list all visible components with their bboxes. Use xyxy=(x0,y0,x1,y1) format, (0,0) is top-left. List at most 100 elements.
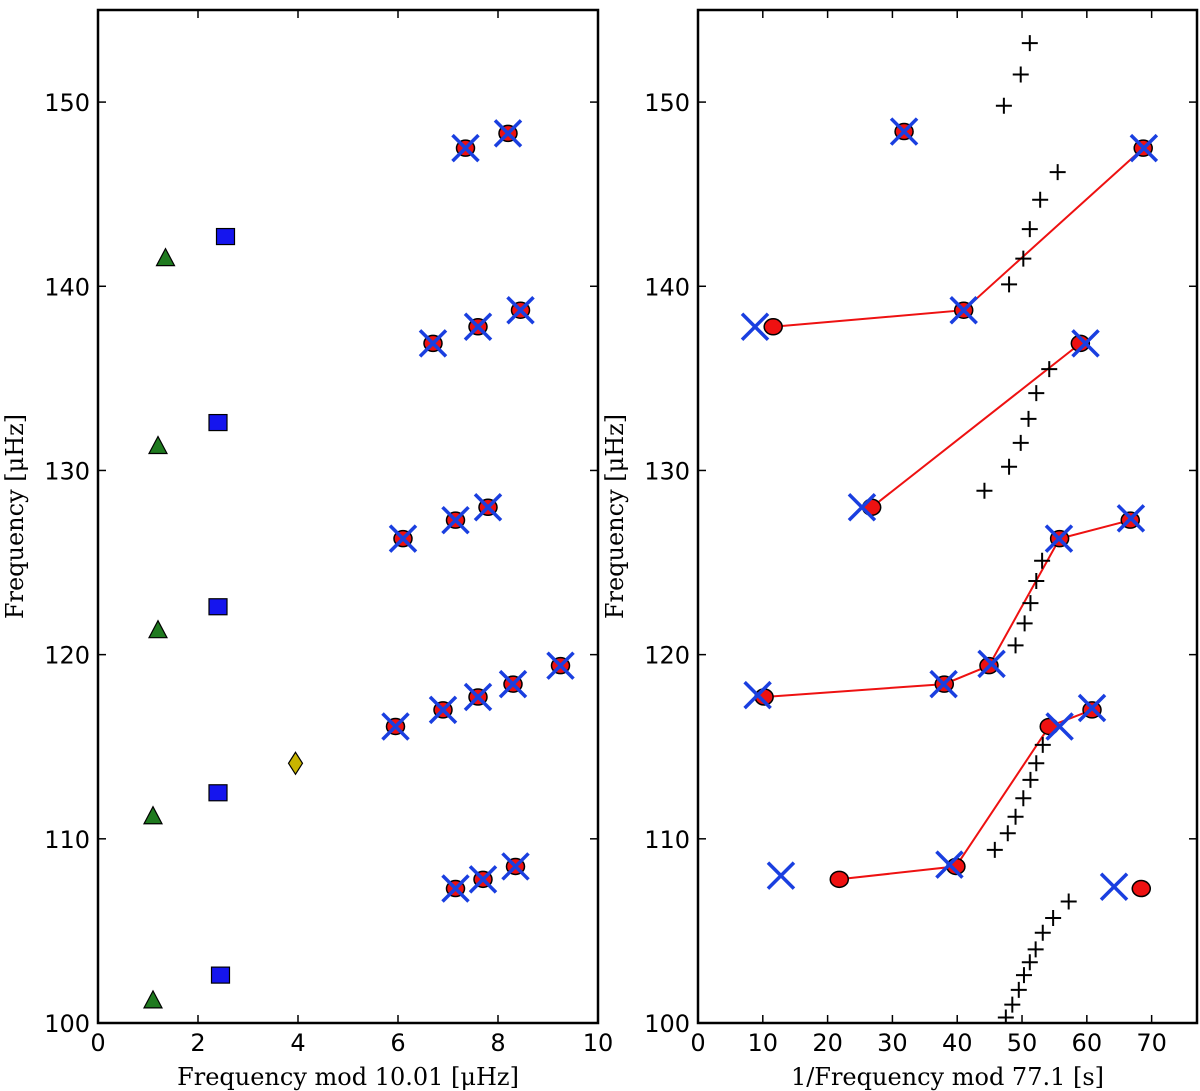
x-axis-label: Frequency mod 10.01 [μHz] xyxy=(177,1063,519,1091)
plus-point xyxy=(1034,924,1051,941)
right-panel: 0 10 20 30 40 50 60 70 100 110 120 130 140 150 1/Frequ… xyxy=(601,8,1199,1091)
y-tick-label: 130 xyxy=(44,457,90,485)
plus-point xyxy=(986,841,1003,858)
plus-point xyxy=(1021,35,1038,52)
blue-cross-point xyxy=(935,850,964,879)
plus-point xyxy=(1021,221,1038,238)
blue-cross-point xyxy=(506,295,535,325)
plus-point xyxy=(1012,434,1029,451)
y-tick-label: 120 xyxy=(644,642,690,670)
plus-point xyxy=(1034,736,1051,753)
x-tick-label: 2 xyxy=(190,1029,205,1057)
blue-cross-point xyxy=(463,312,493,342)
plus-point xyxy=(1016,615,1033,632)
plus-point xyxy=(999,825,1016,842)
plus-point xyxy=(976,482,993,499)
plus-point xyxy=(1028,572,1045,589)
blue-cross-point xyxy=(493,119,523,148)
plus-point xyxy=(1022,595,1039,612)
plot-frame xyxy=(696,8,1199,1025)
x-tick-label: 10 xyxy=(748,1029,779,1057)
blue-cross-point xyxy=(546,651,575,680)
x-tick-label: 70 xyxy=(1136,1029,1167,1057)
red-line-segment xyxy=(773,147,1144,328)
green-triangle-point xyxy=(148,619,168,639)
plus-point xyxy=(1028,385,1045,402)
x-tick-label: 4 xyxy=(290,1029,305,1057)
plus-point xyxy=(1015,790,1032,807)
blue-cross-point xyxy=(1099,872,1129,901)
x-tick-label: 8 xyxy=(490,1029,505,1057)
plus-point xyxy=(1041,361,1058,378)
red-circle-point xyxy=(763,318,783,336)
y-tick-label: 110 xyxy=(44,826,90,854)
plus-point xyxy=(997,1009,1014,1023)
blue-cross-point xyxy=(740,312,770,342)
blue-cross-point xyxy=(1045,712,1074,741)
y-axis-label: Frequency [μHz] xyxy=(1,414,29,619)
plot-frame xyxy=(96,8,600,1025)
y-axis-label: Frequency [μHz] xyxy=(601,414,629,619)
blue-cross-point xyxy=(428,695,458,725)
x-tick-label: 6 xyxy=(390,1029,405,1057)
plus-point xyxy=(1007,808,1024,825)
blue-cross-point xyxy=(468,865,498,894)
plus-point xyxy=(1027,941,1044,958)
blue-square-point xyxy=(215,227,236,246)
blue-square-point xyxy=(208,784,228,802)
blue-cross-point xyxy=(381,712,410,741)
plus-point xyxy=(1004,996,1021,1013)
blue-cross-point xyxy=(441,505,470,535)
blue-cross-point xyxy=(473,493,503,522)
plus-point xyxy=(995,97,1012,114)
plus-point xyxy=(1021,954,1038,971)
y-tick-label: 100 xyxy=(644,1010,690,1038)
y-tick-label: 150 xyxy=(44,89,90,117)
blue-cross-point xyxy=(1129,133,1159,163)
blue-cross-point xyxy=(977,649,1006,679)
blue-square-point xyxy=(210,966,231,984)
x-tick-label: 0 xyxy=(690,1029,705,1057)
red-circle-point xyxy=(1070,334,1091,353)
plus-point xyxy=(1028,755,1045,772)
plus-point xyxy=(1015,250,1032,267)
x-tick-label: 60 xyxy=(1072,1029,1103,1057)
blue-cross-point xyxy=(501,852,530,881)
blue-cross-point xyxy=(929,669,958,699)
plus-point xyxy=(1022,771,1039,788)
plus-point xyxy=(1049,164,1066,181)
y-tick-label: 140 xyxy=(44,273,90,301)
blue-cross-point xyxy=(1044,524,1074,553)
blue-cross-point xyxy=(388,524,418,553)
blue-cross-point xyxy=(847,493,877,522)
plus-point xyxy=(1045,910,1062,927)
plus-point xyxy=(1012,66,1029,83)
x-tick-label: 40 xyxy=(942,1029,973,1057)
y-tick-label: 150 xyxy=(644,89,690,117)
x-tick-label: 10 xyxy=(583,1029,614,1057)
green-triangle-point xyxy=(148,435,168,455)
blue-cross-point xyxy=(766,861,796,890)
data-layer xyxy=(740,35,1159,1023)
blue-cross-point xyxy=(451,133,480,163)
red-line-segment xyxy=(871,342,1082,509)
plus-point xyxy=(1060,893,1077,910)
y-tick-label: 130 xyxy=(644,457,690,485)
red-line-segment xyxy=(764,519,1131,698)
blue-cross-point xyxy=(1116,504,1146,533)
plus-point xyxy=(1007,637,1024,654)
green-triangle-point xyxy=(143,805,163,825)
green-triangle-point xyxy=(155,247,176,267)
green-triangle-point xyxy=(143,989,163,1009)
plus-point xyxy=(1010,981,1027,998)
red-circle-point xyxy=(1131,879,1152,898)
y-tick-label: 110 xyxy=(644,826,690,854)
data-layer xyxy=(143,119,575,1009)
x-tick-label: 0 xyxy=(90,1029,105,1057)
x-tick-label: 50 xyxy=(1007,1029,1038,1057)
blue-cross-point xyxy=(889,117,919,146)
plus-point xyxy=(1001,276,1018,293)
plus-point xyxy=(1032,191,1049,208)
x-tick-label: 30 xyxy=(877,1029,908,1057)
